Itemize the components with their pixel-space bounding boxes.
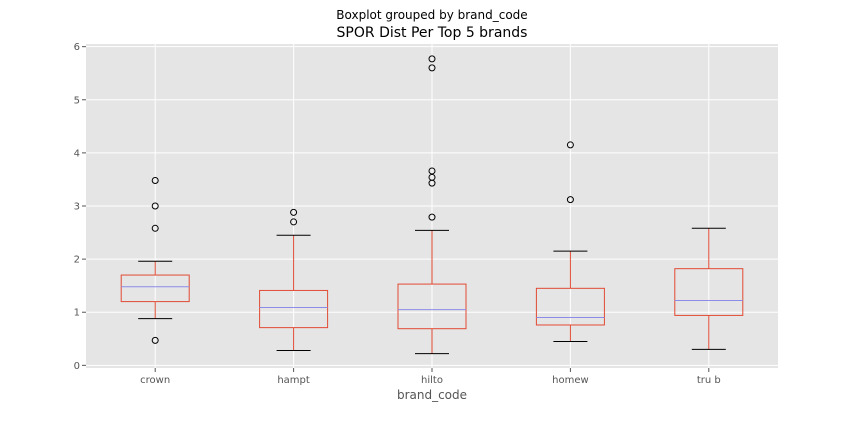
x-axis-ticks: crown hampt hilto homew tru b [140, 368, 721, 386]
chart-title: SPOR Dist Per Top 5 brands [337, 25, 528, 41]
x-tick-label: homew [552, 375, 589, 386]
y-tick-label: 2 [74, 255, 80, 266]
outlier-point [290, 208, 298, 216]
x-axis-label: brand_code [397, 388, 467, 402]
outlier-point [566, 141, 574, 149]
iqr-box [397, 283, 467, 330]
box-hampt [259, 208, 329, 351]
outlier-point [151, 224, 159, 232]
outlier-point [428, 64, 436, 72]
chart-suptitle: Boxplot grouped by brand_code [336, 8, 527, 22]
box-homew [535, 141, 605, 342]
box-tru-b [674, 227, 744, 350]
outlier-point [290, 218, 298, 226]
y-tick-label: 1 [74, 308, 80, 319]
y-tick-label: 5 [74, 95, 80, 106]
y-tick-label: 4 [74, 148, 80, 159]
outlier-point [566, 196, 574, 204]
x-tick-label: tru b [697, 375, 721, 386]
iqr-box [535, 287, 605, 326]
y-tick-label: 6 [74, 42, 80, 53]
outlier-point [151, 202, 159, 210]
iqr-box [674, 268, 744, 316]
box-hilto [397, 55, 467, 355]
y-tick-label: 3 [74, 202, 80, 213]
outlier-point [428, 213, 436, 221]
y-axis-ticks: 0 1 2 3 4 5 6 [74, 42, 86, 372]
outlier-point [428, 167, 436, 175]
x-tick-label: crown [140, 375, 170, 386]
outlier-point [151, 336, 159, 344]
box-crown [120, 177, 190, 344]
y-tick-label: 0 [74, 361, 80, 372]
box-layer [120, 55, 744, 355]
outlier-point [428, 55, 436, 63]
x-tick-label: hilto [421, 375, 443, 386]
iqr-box [259, 289, 329, 329]
outlier-point [151, 177, 159, 185]
x-tick-label: hampt [277, 375, 310, 386]
iqr-box [120, 274, 190, 303]
